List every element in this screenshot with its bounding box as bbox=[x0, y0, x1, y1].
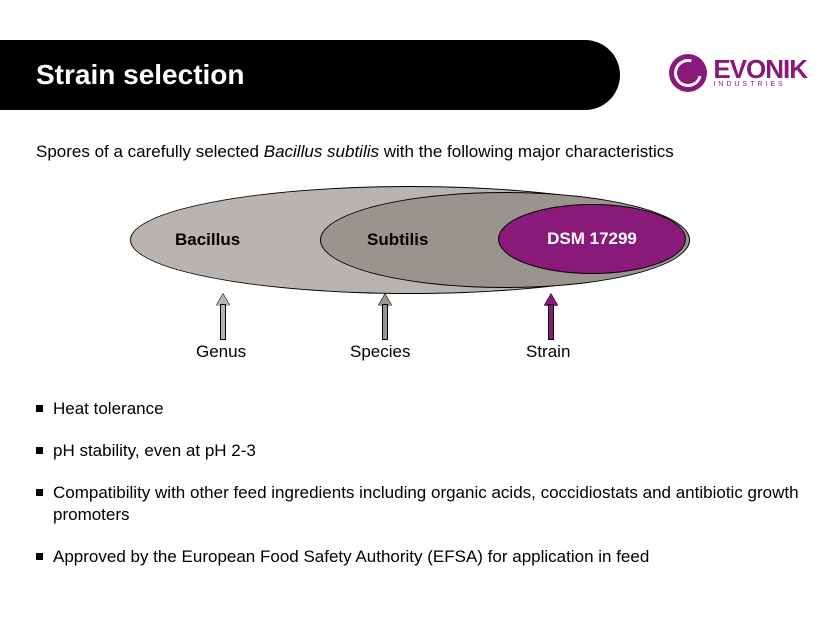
intro-text: Spores of a carefully selected Bacillus … bbox=[36, 142, 674, 162]
bullet-square-icon bbox=[36, 553, 43, 560]
bullet-text: Heat tolerance bbox=[53, 398, 164, 420]
bullet-list: Heat tolerance pH stability, even at pH … bbox=[36, 398, 799, 588]
ellipse-genus-label: Bacillus bbox=[175, 230, 240, 250]
list-item: Approved by the European Food Safety Aut… bbox=[36, 546, 799, 568]
ellipse-strain-label: DSM 17299 bbox=[547, 229, 637, 249]
arrow-stem bbox=[548, 304, 554, 340]
bullet-square-icon bbox=[36, 447, 43, 454]
taxonomy-diagram: Bacillus Subtilis DSM 17299 Genus Specie… bbox=[130, 178, 710, 358]
header-bar: Strain selection bbox=[0, 40, 620, 110]
intro-suffix: with the following major characteristics bbox=[379, 142, 674, 161]
bullet-square-icon bbox=[36, 489, 43, 496]
logo-text: EVONIK INDUSTRIES bbox=[713, 58, 807, 89]
list-item: Compatibility with other feed ingredient… bbox=[36, 482, 799, 526]
list-item: Heat tolerance bbox=[36, 398, 799, 420]
intro-prefix: Spores of a carefully selected bbox=[36, 142, 264, 161]
evonik-logo: EVONIK INDUSTRIES bbox=[669, 54, 807, 92]
bullet-text: Compatibility with other feed ingredient… bbox=[53, 482, 799, 526]
bullet-square-icon bbox=[36, 405, 43, 412]
arrow-stem bbox=[220, 304, 226, 340]
arrow-stem bbox=[382, 304, 388, 340]
intro-italic: Bacillus subtilis bbox=[264, 142, 379, 161]
ellipse-species-label: Subtilis bbox=[367, 230, 428, 250]
logo-brand: EVONIK bbox=[713, 58, 807, 81]
bullet-text: pH stability, even at pH 2-3 bbox=[53, 440, 256, 462]
arrow-label-species: Species bbox=[350, 342, 410, 362]
ellipse-strain: DSM 17299 bbox=[498, 204, 686, 274]
arrow-label-genus: Genus bbox=[196, 342, 246, 362]
logo-swirl-icon bbox=[669, 54, 707, 92]
arrow-strain bbox=[544, 294, 558, 340]
arrow-genus bbox=[216, 294, 230, 340]
list-item: pH stability, even at pH 2-3 bbox=[36, 440, 799, 462]
arrow-species bbox=[378, 294, 392, 340]
page-title: Strain selection bbox=[36, 59, 245, 91]
bullet-text: Approved by the European Food Safety Aut… bbox=[53, 546, 649, 568]
logo-subtext: INDUSTRIES bbox=[713, 82, 807, 88]
arrow-label-strain: Strain bbox=[526, 342, 570, 362]
